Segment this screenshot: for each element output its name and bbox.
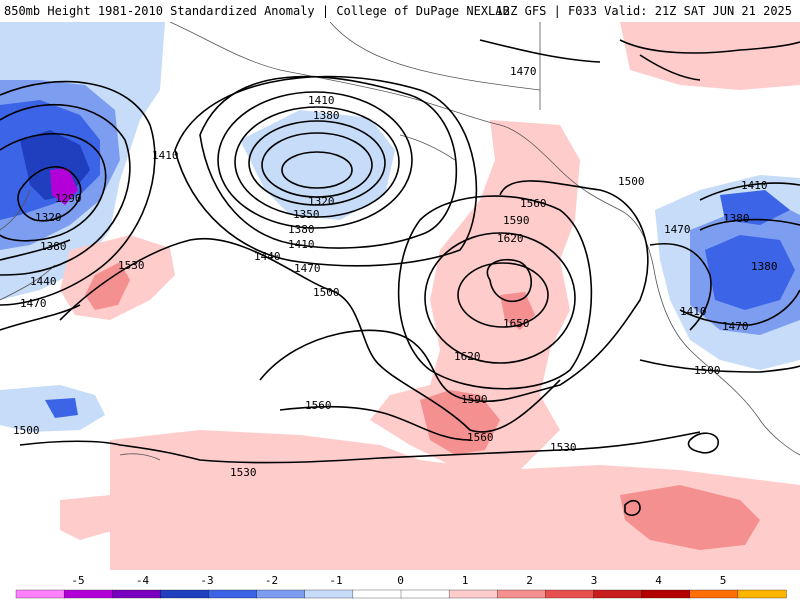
colorbar-tick-label: -2 — [265, 574, 278, 587]
svg-text:1500: 1500 — [313, 286, 340, 299]
svg-text:1530: 1530 — [118, 259, 145, 272]
colorbar-swatch — [497, 589, 547, 599]
colorbar-tick-label: 0 — [397, 574, 404, 587]
svg-text:1590: 1590 — [461, 393, 488, 406]
svg-text:1380: 1380 — [313, 109, 340, 122]
colorbar-swatch — [256, 589, 306, 599]
svg-text:1500: 1500 — [618, 175, 645, 188]
svg-text:1410: 1410 — [308, 94, 335, 107]
contour-labels: 1410 1380 1320 1350 1380 1410 1440 1470 … — [13, 65, 778, 479]
svg-text:1500: 1500 — [13, 424, 40, 437]
svg-text:1410: 1410 — [152, 149, 179, 162]
svg-text:1440: 1440 — [30, 275, 57, 288]
svg-text:1470: 1470 — [294, 262, 321, 275]
colorbar-tick-label: 3 — [591, 574, 598, 587]
svg-text:1650: 1650 — [503, 317, 530, 330]
colorbar-swatch — [545, 589, 595, 599]
colorbar-tick-label: 5 — [720, 574, 727, 587]
svg-text:1470: 1470 — [510, 65, 537, 78]
colorbar-swatch — [593, 589, 643, 599]
colorbar-swatch — [400, 589, 450, 599]
map-title: 850mb Height 1981-2010 Standardized Anom… — [4, 4, 510, 18]
colorbar-swatch — [112, 589, 162, 599]
colorbar-swatch — [160, 589, 210, 599]
colorbar-tick-label: 1 — [462, 574, 469, 587]
colorbar-tick-label: -3 — [200, 574, 213, 587]
svg-text:1380: 1380 — [288, 223, 315, 236]
colorbar-tick-label: -1 — [329, 574, 342, 587]
svg-text:1500: 1500 — [694, 364, 721, 377]
svg-text:1320: 1320 — [308, 195, 335, 208]
svg-text:1470: 1470 — [20, 297, 47, 310]
colorbar-swatch — [352, 589, 402, 599]
svg-text:1530: 1530 — [550, 441, 577, 454]
colorbar-tick-labels: -5 -4 -3 -2 -1 0 1 2 3 4 5 — [71, 574, 726, 587]
colorbar-swatch — [689, 589, 739, 599]
colorbar-swatches — [15, 589, 787, 599]
model-run-info: 12Z GFS | F033 Valid: 21Z SAT JUN 21 202… — [495, 4, 792, 18]
anomaly-colorbar: -5 -4 -3 -2 -1 0 1 2 3 4 5 — [15, 574, 787, 599]
colorbar-tick-label: -5 — [71, 574, 84, 587]
svg-text:1590: 1590 — [503, 214, 530, 227]
svg-text:1380: 1380 — [40, 240, 67, 253]
svg-text:1620: 1620 — [497, 232, 524, 245]
colorbar-swatch — [208, 589, 258, 599]
svg-text:1620: 1620 — [454, 350, 481, 363]
colorbar-swatch — [63, 589, 113, 599]
svg-text:1380: 1380 — [751, 260, 778, 273]
header-bar: 850mb Height 1981-2010 Standardized Anom… — [0, 0, 800, 23]
svg-text:1410: 1410 — [288, 238, 315, 251]
svg-text:1560: 1560 — [520, 197, 547, 210]
svg-text:1290: 1290 — [55, 192, 82, 205]
height-contours — [0, 39, 800, 517]
colorbar-swatch — [737, 589, 787, 599]
anomaly-map: 1410 1380 1320 1350 1380 1410 1440 1470 … — [0, 22, 800, 570]
svg-text:1560: 1560 — [467, 431, 494, 444]
svg-text:1560: 1560 — [305, 399, 332, 412]
svg-text:1380: 1380 — [723, 212, 750, 225]
colorbar-tick-label: -4 — [136, 574, 150, 587]
colorbar-swatch — [304, 589, 354, 599]
colorbar-tick-label: 2 — [526, 574, 533, 587]
svg-text:1440: 1440 — [254, 250, 281, 263]
svg-text:1350: 1350 — [293, 208, 320, 221]
svg-text:1410: 1410 — [741, 179, 768, 192]
colorbar-swatch — [15, 589, 65, 599]
svg-text:1410: 1410 — [680, 305, 707, 318]
colorbar-tick-label: 4 — [655, 574, 662, 587]
svg-text:1470: 1470 — [664, 223, 691, 236]
svg-text:1320: 1320 — [35, 211, 62, 224]
svg-text:1530: 1530 — [230, 466, 257, 479]
svg-text:1470: 1470 — [722, 320, 749, 333]
colorbar-swatch — [641, 589, 691, 599]
colorbar-swatch — [448, 589, 498, 599]
